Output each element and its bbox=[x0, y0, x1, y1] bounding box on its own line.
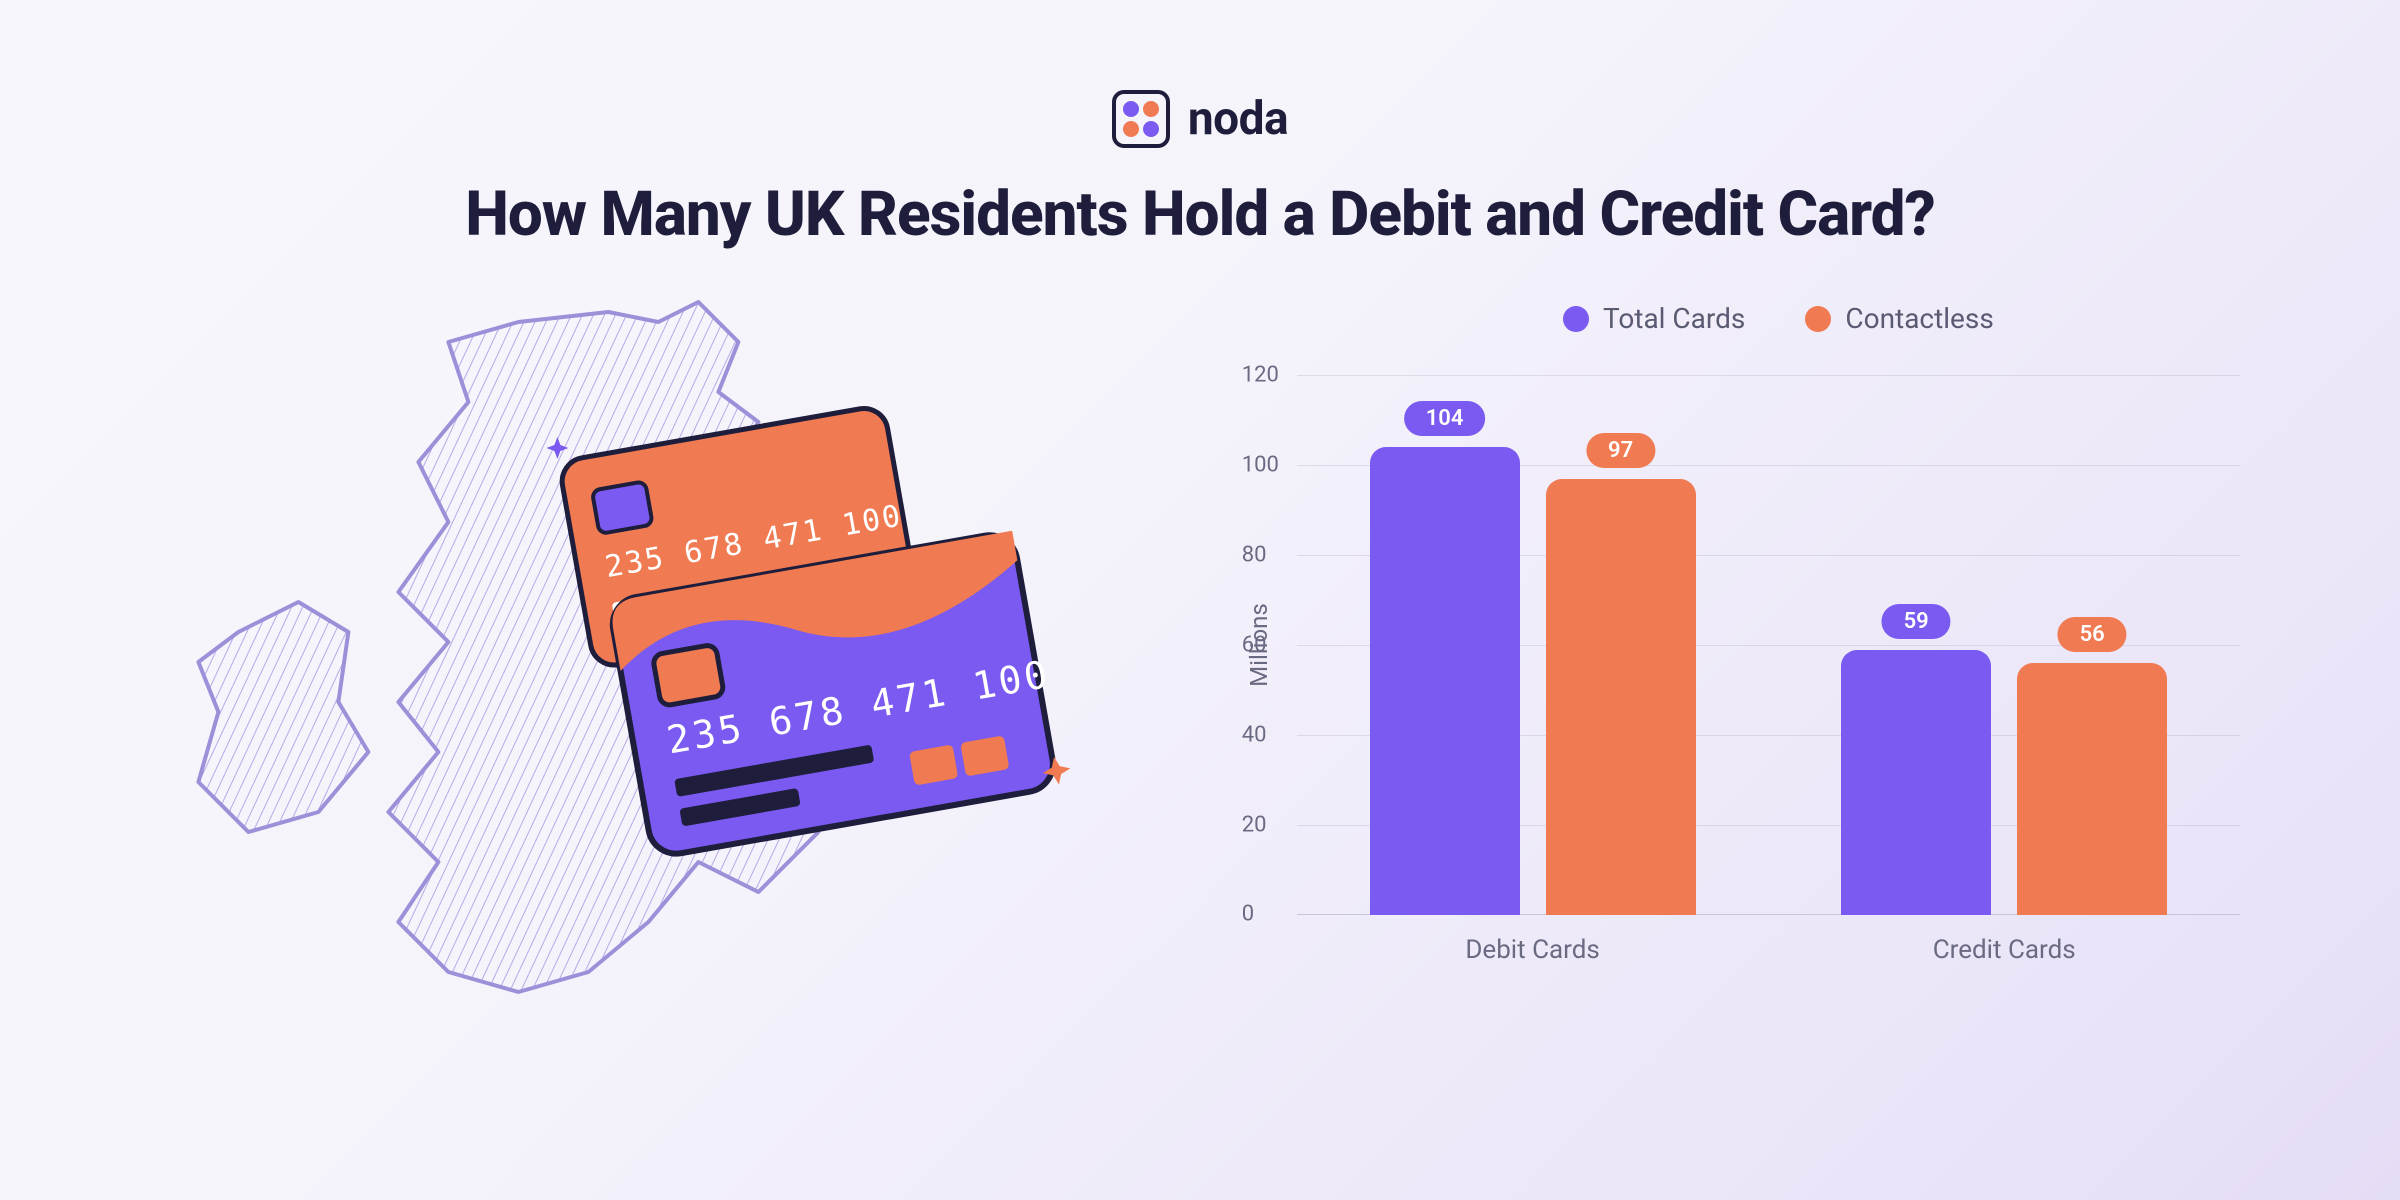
bar-value-pill: 56 bbox=[2058, 617, 2127, 652]
bar: 56 bbox=[2017, 663, 2167, 915]
y-tick: 60 bbox=[1242, 632, 1267, 657]
legend-label: Total Cards bbox=[1603, 302, 1745, 335]
bar-value-pill: 104 bbox=[1404, 401, 1486, 436]
bar: 104 bbox=[1370, 447, 1520, 915]
chart-legend: Total Cards Contactless bbox=[1277, 302, 2280, 335]
logo-dot bbox=[1123, 101, 1139, 117]
y-tick: 80 bbox=[1242, 543, 1267, 568]
chart-bars: 104975956 bbox=[1297, 375, 2240, 915]
bar-value-pill: 59 bbox=[1882, 604, 1951, 639]
logo-icon bbox=[1112, 90, 1170, 148]
y-tick: 0 bbox=[1242, 902, 1254, 927]
bar-group: 10497 bbox=[1297, 375, 1769, 915]
brand-name: noda bbox=[1188, 92, 1288, 146]
logo-dot bbox=[1143, 101, 1159, 117]
bar-value-pill: 97 bbox=[1586, 433, 1655, 468]
brand-logo: noda bbox=[1112, 90, 1288, 148]
x-axis-label: Debit Cards bbox=[1297, 935, 1769, 965]
logo-dot bbox=[1123, 121, 1139, 137]
page-title: How Many UK Residents Hold a Debit and C… bbox=[400, 178, 2000, 252]
legend-swatch bbox=[1563, 306, 1589, 332]
legend-item: Total Cards bbox=[1563, 302, 1745, 335]
x-axis-label: Credit Cards bbox=[1768, 935, 2240, 965]
legend-item: Contactless bbox=[1805, 302, 1993, 335]
y-tick: 100 bbox=[1242, 453, 1279, 478]
content-row: 235 678 471 100 235 678 471 100 bbox=[0, 272, 2400, 1022]
y-tick: 120 bbox=[1242, 363, 1279, 388]
legend-swatch bbox=[1805, 306, 1831, 332]
y-tick: 20 bbox=[1242, 812, 1267, 837]
uk-map-illustration: 235 678 471 100 235 678 471 100 bbox=[120, 272, 1157, 1022]
x-axis-labels: Debit CardsCredit Cards bbox=[1297, 935, 2240, 965]
logo-dot bbox=[1143, 121, 1159, 137]
legend-label: Contactless bbox=[1845, 302, 1993, 335]
header: noda How Many UK Residents Hold a Debit … bbox=[0, 0, 2400, 252]
chart-area: Total CardsContactless Millions 02040608… bbox=[1157, 272, 2280, 1022]
illustration: 235 678 471 100 235 678 471 100 bbox=[120, 272, 1157, 1022]
bar: 59 bbox=[1841, 650, 1991, 916]
bar-chart: Millions 020406080100120 104975956 bbox=[1297, 375, 2240, 915]
bar-group: 5956 bbox=[1768, 375, 2240, 915]
y-tick: 40 bbox=[1242, 722, 1267, 747]
bar: 97 bbox=[1546, 479, 1696, 916]
